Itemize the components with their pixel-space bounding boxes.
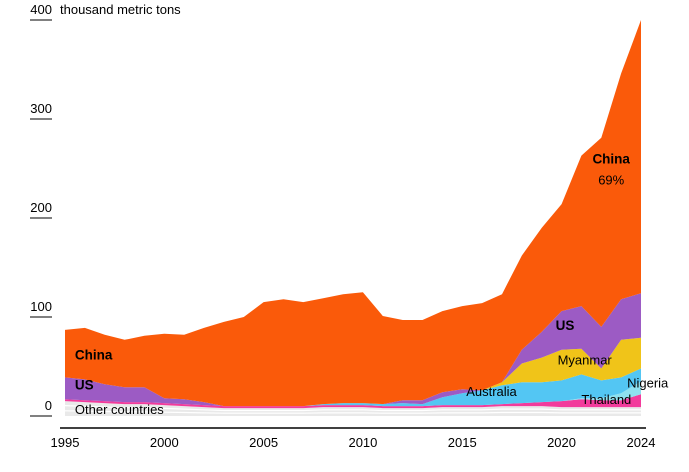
area-thailand — [65, 394, 641, 409]
y-tick-label-0: 0 — [45, 398, 52, 413]
y-tick-label-100: 100 — [30, 299, 52, 314]
other-countries-subline-0 — [64, 410, 641, 414]
area-china — [65, 20, 641, 407]
annotation-australia-label: Australia — [466, 384, 517, 399]
annotation-nigeria-label: Nigeria — [627, 375, 669, 390]
annotation-china-share: 69% — [598, 172, 624, 187]
x-tick-label-2000: 2000 — [150, 435, 179, 450]
annotation-us-left: US — [75, 377, 94, 392]
x-tick-label-2015: 2015 — [448, 435, 477, 450]
annotation-thailand-label: Thailand — [581, 392, 631, 407]
x-tick-label-2005: 2005 — [249, 435, 278, 450]
area-us — [65, 293, 641, 407]
annotation-china-left: China — [75, 348, 113, 363]
x-tick-label-2020: 2020 — [547, 435, 576, 450]
area-australia — [65, 368, 641, 407]
annotation-us-right: US — [556, 318, 575, 333]
y-tick-label-400: 400 — [30, 2, 52, 17]
other-countries-subline-1 — [64, 405, 641, 412]
y-tick-label-200: 200 — [30, 200, 52, 215]
annotation-myanmar-label: Myanmar — [558, 353, 613, 368]
x-tick-label-2024: 2024 — [627, 435, 656, 450]
x-tick-label-1995: 1995 — [51, 435, 80, 450]
y-axis-unit-label: thousand metric tons — [60, 2, 181, 17]
annotation-china-right: China — [592, 152, 630, 167]
annotation-other-countries-label: Other countries — [75, 402, 164, 417]
y-tick-label-300: 300 — [30, 101, 52, 116]
area-myanmar — [65, 337, 641, 407]
x-tick-label-2010: 2010 — [348, 435, 377, 450]
